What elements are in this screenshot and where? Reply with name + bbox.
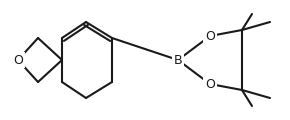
Text: O: O: [205, 30, 215, 42]
Text: O: O: [205, 78, 215, 90]
Text: B: B: [174, 54, 182, 66]
Text: O: O: [13, 54, 23, 66]
